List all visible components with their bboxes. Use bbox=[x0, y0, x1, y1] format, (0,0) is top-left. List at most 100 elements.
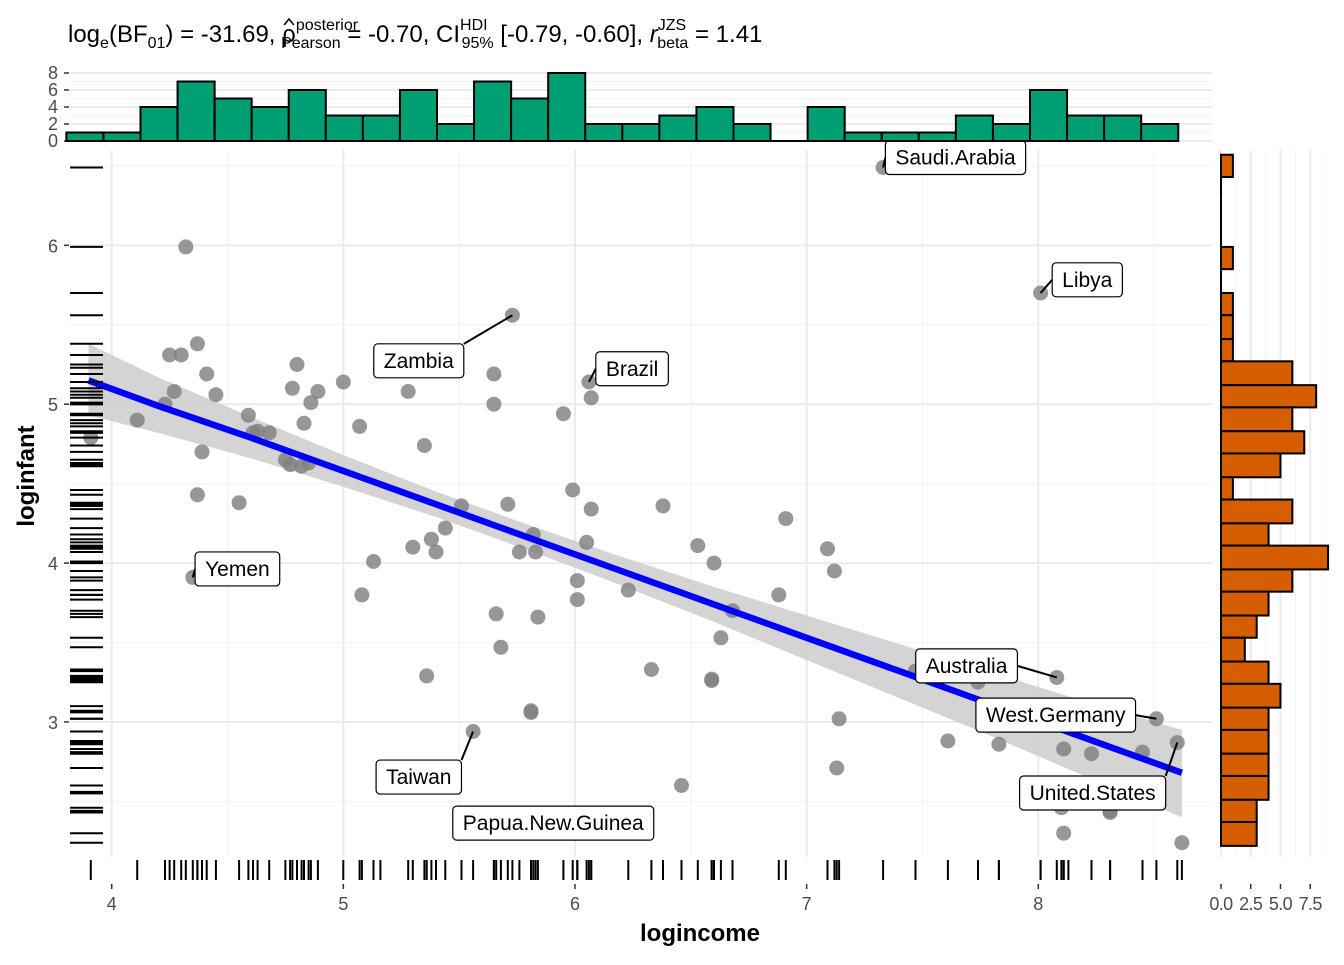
x-hist-bar bbox=[1029, 89, 1069, 142]
point-label: Australia bbox=[915, 648, 1058, 684]
point-label: West.Germany bbox=[975, 697, 1157, 733]
data-point bbox=[569, 573, 585, 589]
data-point bbox=[713, 630, 729, 646]
point-label-connector bbox=[1164, 742, 1179, 777]
y-hist-bar bbox=[1220, 338, 1234, 363]
data-point bbox=[826, 563, 842, 579]
y-hist-bar bbox=[1220, 314, 1234, 341]
point-label-connector bbox=[460, 731, 474, 761]
x-hist-bar bbox=[398, 89, 438, 142]
data-point bbox=[261, 425, 277, 441]
x-hist-bar bbox=[806, 106, 846, 142]
data-point bbox=[284, 380, 300, 396]
point-label-text: Brazil bbox=[606, 358, 659, 381]
y-hist-bar bbox=[1220, 498, 1294, 525]
x-tick-label: 4 bbox=[107, 894, 117, 914]
title-logbf-sub: e bbox=[100, 35, 109, 52]
x-hist-bar bbox=[584, 123, 624, 142]
x-hist-bar bbox=[1066, 114, 1106, 142]
point-label: Yemen bbox=[191, 551, 281, 587]
x-hist-bar bbox=[1140, 123, 1180, 142]
fit-ribbon-layer bbox=[88, 343, 1182, 818]
title-rho-hat bbox=[283, 17, 295, 26]
x-hist-bar bbox=[547, 72, 587, 142]
data-point bbox=[620, 582, 636, 598]
title-bf: BF bbox=[117, 21, 148, 48]
data-point bbox=[829, 760, 845, 776]
chart-title: loge(BF01) = -31.69, ρposterior Pearson =… bbox=[68, 17, 762, 52]
y-axis-title: loginfant bbox=[13, 425, 40, 526]
data-point bbox=[555, 406, 571, 422]
y-hist-bar bbox=[1220, 706, 1270, 731]
y-hist-bar bbox=[1220, 476, 1234, 501]
x-hist-bar bbox=[324, 114, 364, 142]
data-point bbox=[1084, 746, 1099, 762]
data-point bbox=[423, 531, 439, 547]
data-point bbox=[240, 407, 256, 423]
x-hist-bar bbox=[435, 123, 476, 142]
title-bf-sub: 01 bbox=[148, 35, 166, 52]
data-point bbox=[565, 482, 581, 498]
point-label-text: Australia bbox=[926, 655, 1008, 678]
y-hist-bar bbox=[1220, 682, 1282, 709]
title-r-sup: JZS bbox=[658, 17, 686, 34]
point-label-connector bbox=[463, 314, 513, 345]
x-axis-title: logincome bbox=[640, 920, 760, 947]
point-label-text: Taiwan bbox=[386, 766, 451, 789]
data-point bbox=[1174, 835, 1190, 851]
data-point bbox=[1169, 735, 1185, 751]
x-hist-bar bbox=[65, 131, 105, 142]
point-label-text: Saudi.Arabia bbox=[895, 146, 1016, 169]
x-hist-tick-label: 4 bbox=[48, 97, 58, 117]
point-label-text: Libya bbox=[1062, 269, 1113, 292]
data-point bbox=[419, 668, 435, 684]
data-point bbox=[199, 366, 215, 382]
point-label: Papua.New.Guinea bbox=[452, 805, 655, 841]
title-close-paren: ) bbox=[165, 21, 173, 48]
data-point bbox=[428, 544, 444, 560]
y-hist-tick-label: 7.5 bbox=[1299, 894, 1323, 914]
point-label: Saudi.Arabia bbox=[882, 139, 1027, 176]
point-label: Taiwan bbox=[375, 731, 474, 795]
y-tick-label: 5 bbox=[48, 395, 58, 415]
title-logbf-value: = -31.69, bbox=[173, 21, 282, 48]
title-rho-sub: Pearson bbox=[281, 35, 341, 52]
x-tick-label: 8 bbox=[1033, 894, 1043, 914]
x-hist-bar bbox=[1103, 114, 1143, 142]
point-label-connector bbox=[1039, 279, 1053, 294]
y-histogram: 0.0 2.5 5.0 7.5 bbox=[1209, 150, 1330, 914]
data-point bbox=[820, 541, 835, 557]
y-hist-bar bbox=[1220, 752, 1270, 777]
point-label-box bbox=[194, 551, 281, 587]
title-r-sub: beta bbox=[657, 35, 688, 52]
x-hist-bar bbox=[991, 123, 1032, 142]
x-hist-bar bbox=[917, 131, 957, 142]
x-hist-bar bbox=[176, 80, 216, 142]
data-point bbox=[488, 606, 504, 622]
data-point bbox=[528, 544, 544, 560]
title-ci-value: [-0.79, -0.60], bbox=[494, 21, 650, 48]
point-label-connector bbox=[1135, 714, 1157, 720]
data-point bbox=[296, 415, 312, 431]
data-point bbox=[1049, 670, 1065, 685]
point-label-box bbox=[375, 759, 463, 795]
data-point bbox=[194, 444, 210, 460]
point-label-text: Yemen bbox=[205, 558, 270, 581]
title-logbf-label: log bbox=[68, 21, 100, 48]
data-point bbox=[771, 587, 787, 603]
x-hist-tick-label: 6 bbox=[48, 80, 58, 100]
x-hist-bar bbox=[954, 114, 994, 142]
x-hist-bar bbox=[510, 97, 550, 142]
data-point bbox=[655, 498, 671, 514]
y-tick-label: 4 bbox=[48, 554, 58, 574]
x-tick-label: 6 bbox=[570, 894, 580, 914]
point-label-box bbox=[1051, 262, 1123, 298]
y-hist-bar bbox=[1220, 522, 1270, 547]
point-label-box bbox=[1018, 775, 1167, 811]
data-point bbox=[643, 662, 659, 677]
point-labels-layer: Saudi.Arabia Libya Zambia Brazil Yemen Austra… bbox=[191, 139, 1179, 841]
data-point bbox=[282, 457, 298, 473]
confidence-ribbon bbox=[88, 343, 1182, 818]
y-tick-label: 6 bbox=[48, 236, 58, 256]
point-label: Zambia bbox=[373, 314, 513, 379]
